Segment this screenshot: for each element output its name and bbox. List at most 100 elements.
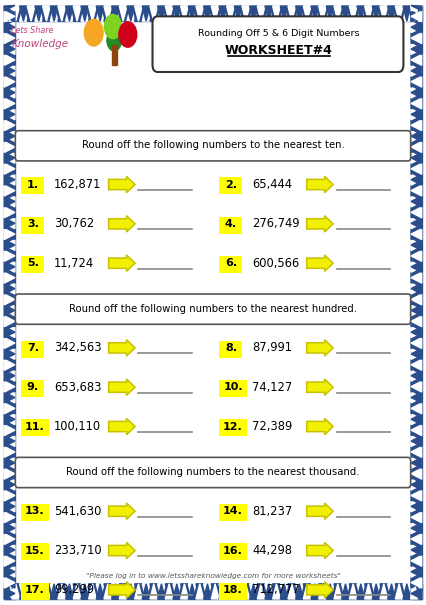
Polygon shape bbox=[411, 229, 422, 240]
Polygon shape bbox=[127, 584, 135, 599]
Polygon shape bbox=[27, 6, 35, 21]
Polygon shape bbox=[411, 338, 422, 348]
Polygon shape bbox=[411, 501, 422, 512]
Polygon shape bbox=[319, 584, 326, 599]
Polygon shape bbox=[411, 392, 422, 403]
Polygon shape bbox=[158, 584, 165, 599]
Polygon shape bbox=[4, 501, 15, 512]
Polygon shape bbox=[411, 174, 422, 185]
Polygon shape bbox=[411, 131, 422, 142]
Polygon shape bbox=[4, 512, 15, 523]
Polygon shape bbox=[280, 584, 288, 599]
Polygon shape bbox=[411, 577, 422, 588]
FancyArrow shape bbox=[307, 542, 333, 559]
Polygon shape bbox=[211, 584, 219, 599]
Text: 17.: 17. bbox=[25, 585, 45, 595]
Text: 7.: 7. bbox=[27, 343, 39, 353]
Polygon shape bbox=[4, 229, 15, 240]
Polygon shape bbox=[411, 490, 422, 501]
Polygon shape bbox=[411, 436, 422, 446]
Polygon shape bbox=[418, 584, 422, 599]
Polygon shape bbox=[411, 457, 422, 468]
Polygon shape bbox=[411, 44, 422, 54]
Polygon shape bbox=[411, 240, 422, 250]
Polygon shape bbox=[4, 327, 15, 338]
Polygon shape bbox=[219, 6, 227, 21]
Polygon shape bbox=[173, 6, 181, 21]
Polygon shape bbox=[4, 11, 15, 22]
Polygon shape bbox=[395, 584, 403, 599]
Polygon shape bbox=[58, 584, 66, 599]
Polygon shape bbox=[181, 584, 188, 599]
Polygon shape bbox=[4, 338, 15, 348]
Polygon shape bbox=[4, 6, 12, 21]
Text: 233,710: 233,710 bbox=[54, 544, 102, 557]
Polygon shape bbox=[35, 6, 43, 21]
Polygon shape bbox=[4, 163, 15, 174]
FancyBboxPatch shape bbox=[219, 543, 247, 560]
Polygon shape bbox=[4, 348, 15, 359]
Polygon shape bbox=[411, 425, 422, 436]
Polygon shape bbox=[4, 425, 15, 436]
Polygon shape bbox=[27, 6, 35, 21]
Polygon shape bbox=[4, 577, 15, 588]
Polygon shape bbox=[4, 436, 15, 446]
Text: WORKSHEET#4: WORKSHEET#4 bbox=[225, 44, 333, 57]
Polygon shape bbox=[219, 6, 227, 21]
Text: 30,762: 30,762 bbox=[54, 217, 94, 231]
Polygon shape bbox=[4, 479, 15, 490]
Text: 74,127: 74,127 bbox=[252, 381, 292, 394]
Polygon shape bbox=[35, 6, 43, 21]
Polygon shape bbox=[234, 6, 242, 21]
Polygon shape bbox=[4, 436, 15, 446]
Polygon shape bbox=[4, 54, 15, 65]
Bar bbox=[4, 6, 15, 599]
Polygon shape bbox=[411, 131, 422, 142]
Polygon shape bbox=[127, 584, 135, 599]
Text: 44,298: 44,298 bbox=[252, 544, 292, 557]
Polygon shape bbox=[303, 6, 311, 21]
Polygon shape bbox=[227, 584, 234, 599]
Polygon shape bbox=[43, 584, 50, 599]
Polygon shape bbox=[257, 6, 265, 21]
Polygon shape bbox=[411, 294, 422, 305]
FancyBboxPatch shape bbox=[21, 583, 49, 600]
Text: 15.: 15. bbox=[25, 546, 45, 555]
Polygon shape bbox=[311, 584, 319, 599]
Polygon shape bbox=[73, 584, 81, 599]
Polygon shape bbox=[411, 76, 422, 87]
Polygon shape bbox=[311, 584, 319, 599]
Polygon shape bbox=[66, 6, 73, 21]
Polygon shape bbox=[4, 174, 15, 185]
Polygon shape bbox=[411, 54, 422, 65]
Polygon shape bbox=[4, 196, 15, 207]
Polygon shape bbox=[403, 584, 411, 599]
Polygon shape bbox=[411, 392, 422, 403]
Polygon shape bbox=[411, 316, 422, 327]
Polygon shape bbox=[4, 316, 15, 327]
Polygon shape bbox=[380, 584, 388, 599]
Text: 342,563: 342,563 bbox=[54, 341, 102, 355]
Polygon shape bbox=[411, 294, 422, 305]
Polygon shape bbox=[280, 6, 288, 21]
Polygon shape bbox=[411, 468, 422, 479]
Polygon shape bbox=[4, 584, 12, 599]
Polygon shape bbox=[150, 584, 158, 599]
Polygon shape bbox=[43, 6, 50, 21]
Polygon shape bbox=[20, 584, 27, 599]
Polygon shape bbox=[211, 6, 219, 21]
Text: Round off the following numbers to the nearest hundred.: Round off the following numbers to the n… bbox=[69, 304, 357, 313]
FancyBboxPatch shape bbox=[15, 294, 411, 324]
Polygon shape bbox=[4, 338, 15, 348]
Polygon shape bbox=[411, 174, 422, 185]
Polygon shape bbox=[326, 584, 334, 599]
FancyBboxPatch shape bbox=[15, 457, 411, 488]
Polygon shape bbox=[411, 338, 422, 348]
Polygon shape bbox=[411, 370, 422, 381]
Polygon shape bbox=[349, 584, 357, 599]
Polygon shape bbox=[4, 250, 15, 261]
Polygon shape bbox=[372, 584, 380, 599]
Polygon shape bbox=[234, 584, 242, 599]
Polygon shape bbox=[119, 6, 127, 21]
Polygon shape bbox=[127, 6, 135, 21]
